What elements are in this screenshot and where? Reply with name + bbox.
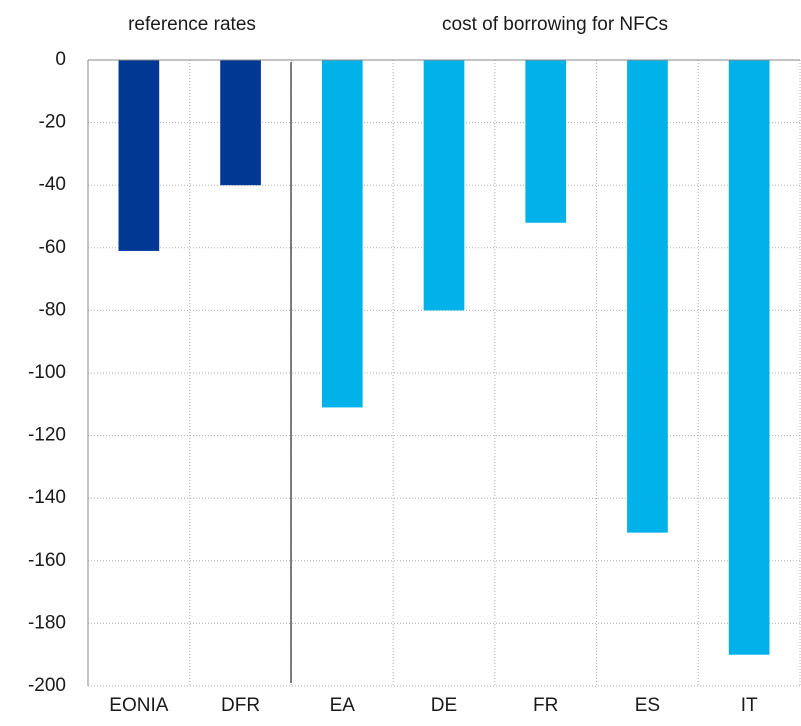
- y-tick-label: -140: [28, 487, 66, 508]
- x-tick-label: ES: [635, 695, 660, 716]
- y-tick-label: 0: [55, 49, 66, 70]
- y-tick-label: -160: [28, 550, 66, 571]
- x-tick-label: IT: [741, 695, 758, 716]
- group-label: reference rates: [128, 14, 256, 35]
- bars: [118, 60, 770, 655]
- bar: [627, 60, 668, 533]
- y-tick-label: -60: [39, 237, 66, 258]
- bar: [118, 60, 160, 251]
- x-tick-label: EONIA: [109, 695, 168, 716]
- x-tick-label: FR: [533, 695, 558, 716]
- x-tick-label: DFR: [221, 695, 260, 716]
- y-tick-label: -120: [28, 425, 66, 446]
- bar: [525, 60, 567, 223]
- y-tick-label: -40: [39, 174, 66, 195]
- y-tick-label: -100: [28, 362, 66, 383]
- y-tick-label: -180: [28, 612, 66, 633]
- y-tick-label: -80: [39, 299, 66, 320]
- x-tick-label: EA: [330, 695, 356, 716]
- y-tick-label: -200: [28, 675, 66, 696]
- bar: [423, 60, 465, 311]
- y-tick-label: -20: [39, 112, 66, 133]
- bar: [321, 60, 363, 408]
- group-label: cost of borrowing for NFCs: [442, 14, 668, 35]
- bar: [220, 60, 261, 186]
- x-tick-label: DE: [431, 695, 457, 716]
- bar: [728, 60, 770, 655]
